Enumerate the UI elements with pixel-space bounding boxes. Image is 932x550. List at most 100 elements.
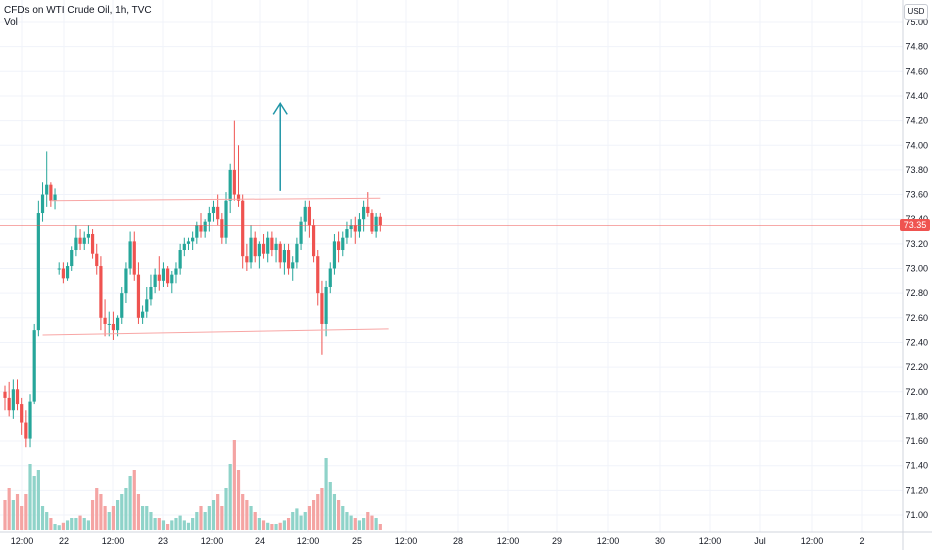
volume-bar	[199, 506, 203, 530]
volume-bar	[86, 520, 90, 530]
candle-body	[178, 250, 182, 269]
candle-body	[307, 206, 312, 226]
candle-body	[228, 169, 232, 201]
candle-body	[124, 268, 128, 294]
volume-bar	[15, 494, 20, 530]
candle-body	[45, 184, 49, 195]
volume-bar	[191, 518, 195, 530]
volume-bar	[132, 470, 136, 530]
volume-bar	[107, 512, 111, 530]
volume-bar	[90, 500, 95, 530]
candle-body	[291, 262, 295, 269]
volume-bar	[103, 506, 107, 530]
volume-bar	[3, 500, 7, 530]
candle-body	[49, 184, 53, 201]
volume-bar	[311, 500, 316, 530]
volume-bar	[74, 518, 78, 530]
candle-body	[370, 213, 374, 232]
price-tick-label: 71.20	[905, 485, 928, 495]
volume-bar	[349, 515, 353, 530]
candle-body	[132, 241, 136, 275]
volume-label: Vol	[4, 17, 18, 28]
volume-bar	[99, 494, 103, 530]
candle-body	[299, 221, 303, 244]
candle-body	[161, 268, 166, 281]
candle-body	[170, 274, 174, 284]
price-tick-label: 72.40	[905, 337, 928, 347]
candle-body	[182, 243, 186, 251]
volume-bar	[220, 506, 224, 530]
candle-body	[311, 225, 316, 257]
price-tick-label: 75.00	[905, 17, 928, 27]
candle-body	[149, 286, 153, 300]
time-tick-label: 12:00	[11, 536, 34, 546]
price-tick-label: 74.40	[905, 91, 928, 101]
volume-bar	[61, 522, 65, 530]
candle-body	[95, 253, 99, 267]
candle-body	[141, 311, 145, 318]
candle-body	[241, 200, 245, 257]
volume-bar	[228, 464, 232, 530]
volume-bar	[49, 518, 53, 530]
volume-bar	[345, 512, 349, 530]
volume-bar	[366, 512, 370, 530]
volume-bar	[274, 524, 278, 530]
candle-body	[378, 216, 382, 226]
volume-bar	[65, 520, 70, 530]
candle-body	[40, 194, 45, 214]
candle-body	[103, 317, 107, 324]
candle-body	[128, 241, 132, 269]
candle-body	[20, 404, 24, 423]
candle-body	[61, 268, 65, 279]
candle-body	[232, 169, 236, 195]
volume-bar	[7, 488, 11, 530]
volume-bar	[128, 476, 132, 530]
price-tick-label: 74.60	[905, 66, 928, 76]
candle-body	[115, 317, 120, 331]
candle-body	[157, 274, 161, 281]
volume-bar	[332, 494, 337, 530]
volume-bar	[257, 518, 261, 530]
volume-bar	[261, 520, 266, 530]
currency-button[interactable]: USD	[904, 4, 928, 20]
volume-bar	[245, 500, 249, 530]
price-tick-label: 73.20	[905, 239, 928, 249]
candle-body	[70, 250, 74, 267]
volume-bar	[307, 506, 312, 530]
volume-bar	[203, 512, 207, 530]
candle-body	[24, 422, 28, 439]
candle-body	[36, 213, 40, 331]
time-tick-label: 29	[552, 536, 562, 546]
candle-body	[57, 268, 61, 270]
candle-body	[211, 206, 216, 214]
volume-bar	[174, 518, 178, 530]
candle-body	[90, 233, 95, 254]
candle-body	[282, 250, 286, 263]
price-tick-label: 72.00	[905, 387, 928, 397]
price-tick-label: 71.80	[905, 411, 928, 421]
candle-body	[153, 274, 157, 287]
candle-body	[270, 237, 274, 251]
volume-bar	[232, 440, 236, 530]
price-tick-label: 73.60	[905, 190, 928, 200]
arrow-head	[272, 101, 288, 115]
time-tick-label: 24	[255, 536, 265, 546]
time-tick-label: 12:00	[102, 536, 125, 546]
candle-body	[107, 323, 111, 325]
volume-bar	[40, 506, 45, 530]
volume-bar	[362, 518, 366, 530]
candle-body	[65, 266, 70, 279]
trend-line	[50, 197, 381, 202]
volume-bar	[136, 494, 141, 530]
candle-body	[236, 194, 241, 201]
candle-body	[324, 286, 328, 324]
volume-bar	[357, 520, 362, 530]
candle-body	[286, 250, 291, 269]
candle-body	[316, 256, 320, 294]
time-tick-label: 12:00	[801, 536, 824, 546]
candle-body	[362, 206, 366, 220]
candle-body	[253, 237, 257, 257]
candle-body	[207, 213, 211, 222]
candle-body	[15, 389, 20, 405]
